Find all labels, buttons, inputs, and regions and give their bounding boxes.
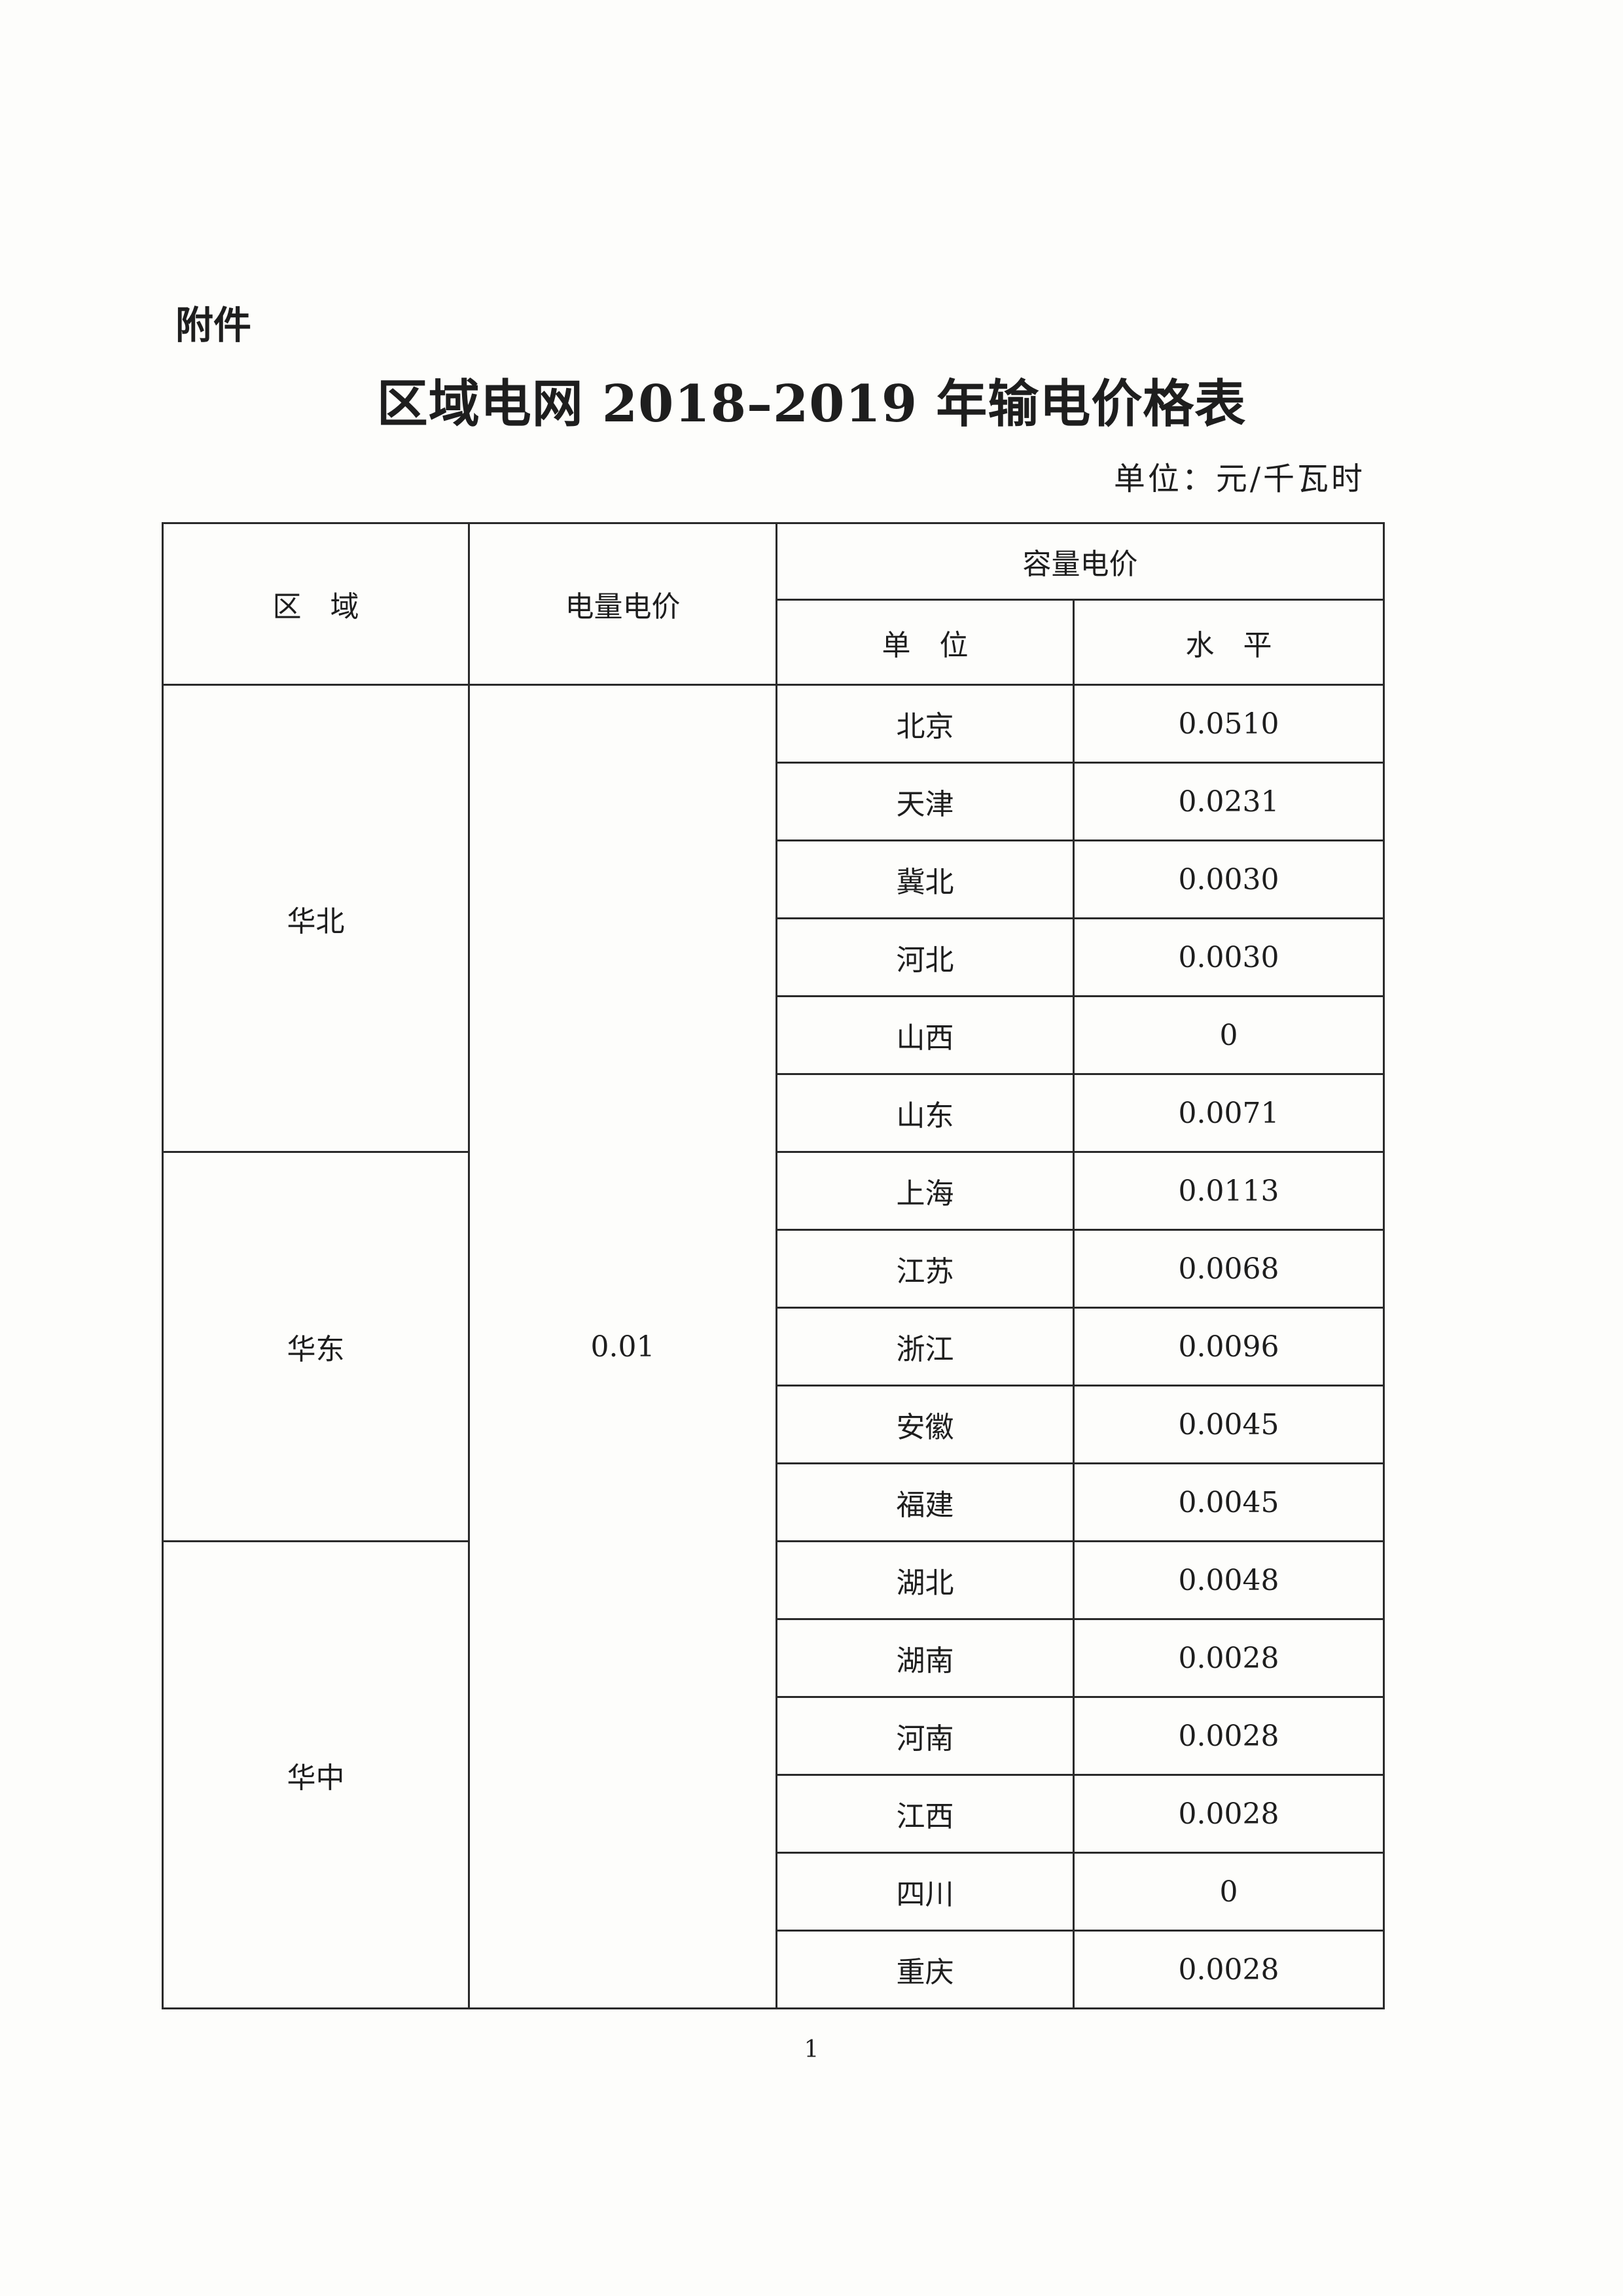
unit-cell: 福建 bbox=[776, 1462, 1075, 1542]
table-row: 重庆 0.0028 bbox=[163, 1930, 1385, 2009]
unit-cell: 北京 bbox=[776, 684, 1075, 764]
unit-cell: 天津 bbox=[776, 762, 1075, 841]
level-cell: 0.0028 bbox=[1073, 1696, 1385, 1776]
unit-cell: 湖北 bbox=[776, 1540, 1075, 1620]
table-row: 冀北 0.0030 bbox=[163, 839, 1385, 919]
header-level: 水 平 bbox=[1073, 599, 1385, 686]
table-row: 河北 0.0030 bbox=[163, 917, 1385, 997]
level-cell: 0.0048 bbox=[1073, 1540, 1385, 1620]
region-cell: 华中 bbox=[162, 1540, 470, 2009]
unit-cell: 重庆 bbox=[776, 1930, 1075, 2009]
table-row: 华中 湖北 0.0048 bbox=[162, 1540, 1385, 2009]
level-cell: 0.0030 bbox=[1073, 917, 1385, 997]
level-cell: 0 bbox=[1073, 995, 1385, 1075]
level-cell: 0.0231 bbox=[1073, 762, 1385, 841]
table-row: 山东 0.0071 bbox=[163, 1073, 1385, 1153]
level-cell: 0.0510 bbox=[1073, 684, 1385, 764]
level-cell: 0.0113 bbox=[1073, 1151, 1385, 1231]
table-row: 四川 0 bbox=[163, 1852, 1385, 1932]
unit-cell: 山东 bbox=[776, 1073, 1075, 1153]
header-unit: 单 位 bbox=[776, 599, 1075, 686]
level-cell: 0.0028 bbox=[1073, 1618, 1385, 1698]
unit-cell: 江苏 bbox=[776, 1229, 1075, 1309]
table-row: 福建 0.0045 bbox=[163, 1462, 1385, 1542]
level-cell: 0.0028 bbox=[1073, 1930, 1385, 2009]
table-row: 湖南 0.0028 bbox=[163, 1618, 1385, 1698]
header-region: 区 域 bbox=[162, 522, 470, 686]
table-row: 华北 0.01 北京 0.0510 bbox=[162, 684, 1385, 2009]
unit-cell: 湖南 bbox=[776, 1618, 1075, 1698]
table-row: 浙江 0.0096 bbox=[163, 1307, 1385, 1386]
price-table: 区 域 电量电价 容量电价 单 位 水 平 华北 0.01 北京 0.0510 天津 0.… bbox=[162, 522, 1385, 2009]
unit-cell: 江西 bbox=[776, 1774, 1075, 1854]
unit-cell: 河南 bbox=[776, 1696, 1075, 1776]
page-number: 1 bbox=[804, 2036, 819, 2063]
level-cell: 0.0068 bbox=[1073, 1229, 1385, 1309]
level-cell: 0.0045 bbox=[1073, 1462, 1385, 1542]
unit-cell: 安徽 bbox=[776, 1385, 1075, 1464]
unit-cell: 冀北 bbox=[776, 839, 1075, 919]
unit-cell: 四川 bbox=[776, 1852, 1075, 1932]
region-cell: 华北 bbox=[162, 684, 470, 1153]
table-row: 河南 0.0028 bbox=[163, 1696, 1385, 1776]
unit-cell: 浙江 bbox=[776, 1307, 1075, 1386]
table-row: 华东 上海 0.0113 bbox=[162, 1151, 1385, 1542]
level-cell: 0.0071 bbox=[1073, 1073, 1385, 1153]
table-row: 江西 0.0028 bbox=[163, 1774, 1385, 1854]
unit-cell: 上海 bbox=[776, 1151, 1075, 1231]
unit-note: 单位：元/千瓦时 bbox=[1113, 461, 1365, 497]
table-row: 江苏 0.0068 bbox=[163, 1229, 1385, 1309]
level-cell: 0 bbox=[1073, 1852, 1385, 1932]
unit-cell: 山西 bbox=[776, 995, 1075, 1075]
energy-price-cell: 0.01 bbox=[468, 684, 777, 2009]
level-cell: 0.0028 bbox=[1073, 1774, 1385, 1854]
unit-cell: 河北 bbox=[776, 917, 1075, 997]
page-title: 区域电网 2018–2019 年输电价格表 bbox=[376, 374, 1247, 434]
attachment-label: 附件 bbox=[175, 303, 252, 347]
table-row: 安徽 0.0045 bbox=[163, 1385, 1385, 1464]
header-capacity-price: 容量电价 bbox=[776, 522, 1385, 601]
header-energy-price: 电量电价 bbox=[468, 522, 777, 686]
table-row: 山西 0 bbox=[163, 995, 1385, 1075]
level-cell: 0.0045 bbox=[1073, 1385, 1385, 1464]
level-cell: 0.0030 bbox=[1073, 839, 1385, 919]
region-cell: 华东 bbox=[162, 1151, 470, 1542]
level-cell: 0.0096 bbox=[1073, 1307, 1385, 1386]
table-row: 天津 0.0231 bbox=[163, 762, 1385, 841]
